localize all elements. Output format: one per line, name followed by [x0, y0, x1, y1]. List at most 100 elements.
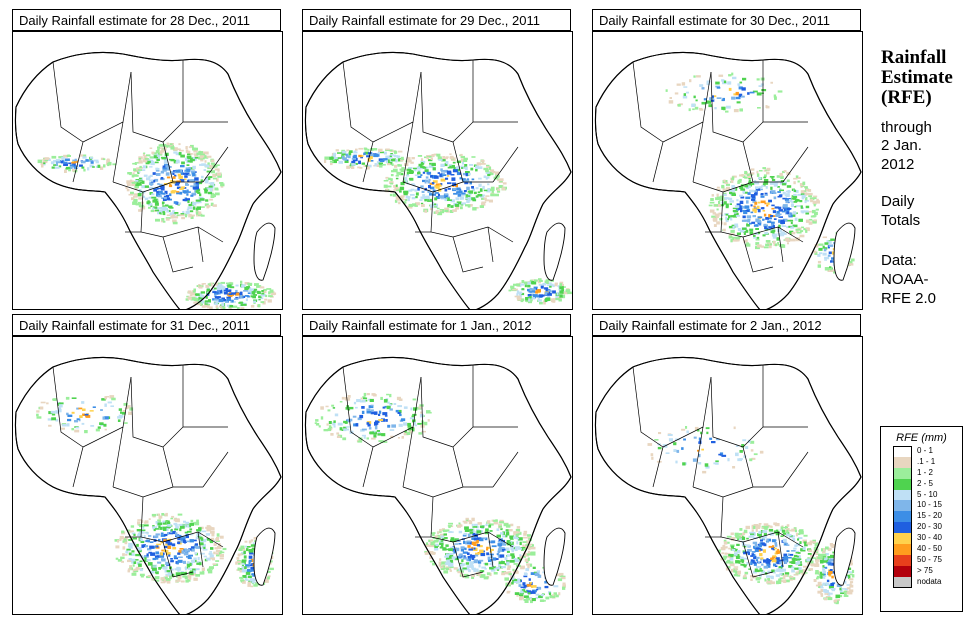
- rainfall-cell: [244, 295, 249, 297]
- rainfall-cell: [193, 182, 197, 186]
- rainfall-cell: [187, 297, 192, 300]
- rainfall-cell: [398, 423, 403, 427]
- rainfall-cell: [739, 194, 744, 197]
- rainfall-cell: [452, 182, 457, 186]
- rainfall-cell: [756, 556, 760, 559]
- rainfall-cell: [848, 263, 854, 266]
- rainfall-cell: [825, 546, 829, 550]
- rainfall-cell: [808, 189, 812, 192]
- rainfall-cell: [439, 173, 443, 177]
- rainfall-cell: [435, 211, 439, 214]
- rainfall-cell: [453, 187, 456, 191]
- rainfall-cell: [830, 260, 833, 263]
- rainfall-cell: [209, 528, 214, 531]
- rainfall-cell: [709, 209, 715, 213]
- rainfall-cell: [760, 557, 764, 560]
- rainfall-cell: [202, 283, 206, 285]
- rainfall-cell: [328, 425, 332, 429]
- rainfall-cell: [133, 168, 138, 172]
- rainfall-cell: [271, 292, 275, 296]
- rainfall-cell: [169, 166, 172, 168]
- rainfall-cell: [200, 291, 205, 294]
- rainfall-cell: [219, 557, 224, 560]
- rainfall-cell: [485, 177, 488, 180]
- rainfall-cell: [199, 292, 203, 296]
- rainfall-cell: [182, 560, 186, 564]
- rainfall-cell: [462, 534, 467, 537]
- rainfall-cell: [732, 466, 736, 469]
- rainfall-cell: [192, 165, 196, 170]
- rainfall-cell: [195, 186, 199, 190]
- rainfall-cell: [489, 169, 495, 172]
- rainfall-cell: [269, 289, 274, 293]
- sidebar-date: 2 Jan. 2012: [881, 136, 965, 174]
- rainfall-cell: [542, 300, 547, 304]
- rainfall-cell: [518, 584, 522, 587]
- rainfall-cell: [181, 217, 185, 220]
- rainfall-cell: [192, 186, 197, 190]
- madagascar: [253, 222, 276, 281]
- rainfall-cell: [527, 546, 531, 550]
- rainfall-cell: [152, 152, 157, 155]
- rainfall-cell: [823, 577, 826, 579]
- rainfall-cell: [200, 552, 205, 555]
- rainfall-cell: [175, 580, 178, 583]
- rainfall-cell: [518, 293, 522, 296]
- rainfall-cell: [755, 238, 760, 241]
- rainfall-cell: [469, 204, 473, 207]
- rainfall-cell: [827, 548, 832, 551]
- rainfall-cell: [673, 449, 677, 452]
- rainfall-cell: [759, 568, 762, 570]
- rainfall-cell: [683, 93, 686, 96]
- rainfall-cell: [734, 212, 739, 216]
- rainfall-cell: [391, 163, 394, 166]
- rainfall-cell: [735, 236, 740, 240]
- rainfall-cell: [219, 535, 224, 539]
- rainfall-cell: [133, 559, 139, 561]
- rainfall-cell: [147, 203, 153, 206]
- rainfall-cell: [558, 572, 564, 576]
- rainfall-cell: [181, 537, 185, 541]
- rainfall-cell: [141, 185, 146, 189]
- rainfall-cell: [141, 205, 146, 210]
- rainfall-cell: [818, 584, 822, 586]
- rainfall-cell: [773, 196, 777, 200]
- rainfall-cell: [799, 541, 802, 544]
- rainfall-cell: [528, 544, 531, 547]
- rainfall-cell: [774, 523, 780, 527]
- rainfall-cell: [170, 528, 173, 532]
- rainfall-cell: [369, 398, 374, 402]
- rainfall-cell: [721, 106, 726, 110]
- rainfall-cell: [448, 205, 452, 208]
- rainfall-cell: [491, 171, 496, 174]
- rainfall-cell: [531, 288, 536, 291]
- rainfall-cell: [489, 530, 493, 532]
- rainfall-cell: [145, 162, 150, 165]
- rainfall-cell: [148, 175, 151, 178]
- rainfall-cell: [798, 176, 801, 179]
- rainfall-cell: [759, 450, 764, 454]
- africa-outline: [14, 356, 282, 614]
- rainfall-cell: [190, 159, 195, 162]
- rainfall-cell: [509, 559, 515, 563]
- rainfall-cell: [524, 600, 529, 603]
- rainfall-cell: [245, 298, 248, 302]
- rainfall-cell: [798, 530, 804, 535]
- rainfall-cell: [414, 174, 419, 176]
- rainfall-cell: [489, 553, 494, 556]
- rainfall-cell: [754, 232, 760, 235]
- rainfall-cell: [708, 204, 713, 207]
- rainfall-cell: [50, 161, 55, 165]
- rainfall-cell: [415, 192, 419, 196]
- rainfall-cell: [525, 568, 530, 572]
- rainfall-cell: [681, 82, 686, 86]
- rainfall-cell: [170, 190, 176, 194]
- rainfall-cell: [832, 551, 835, 554]
- rainfall-cell: [529, 291, 535, 294]
- rainfall-cell: [422, 421, 428, 426]
- rainfall-cell: [657, 446, 662, 450]
- rainfall-cell: [403, 192, 408, 196]
- rainfall-cell: [198, 527, 202, 531]
- rainfall-cell: [763, 174, 767, 178]
- rainfall-cell: [468, 192, 472, 196]
